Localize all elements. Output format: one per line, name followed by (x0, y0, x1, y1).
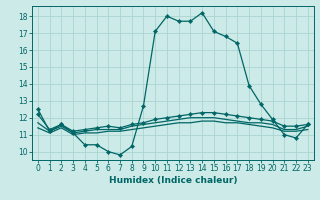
X-axis label: Humidex (Indice chaleur): Humidex (Indice chaleur) (108, 176, 237, 185)
